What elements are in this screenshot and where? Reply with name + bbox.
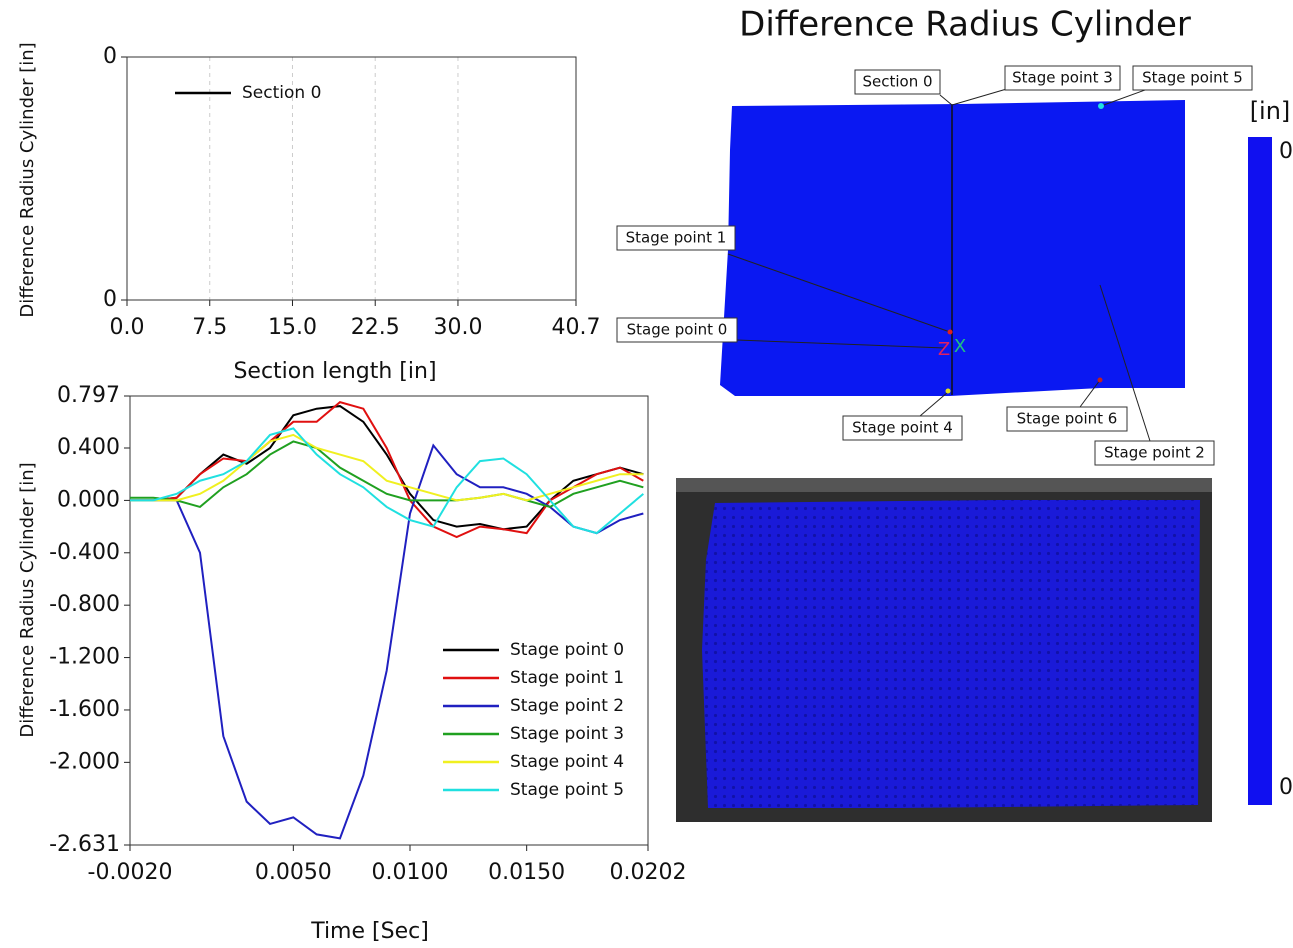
y-tick-label: -2.000 [49,749,120,774]
callout-label: Stage point 3 [1012,69,1113,87]
x-axis-title: Time [Sec] [310,919,429,944]
camera-header [676,478,1212,492]
legend-label: Stage point 2 [510,696,624,716]
point-marker [947,329,953,335]
callout-label: Stage point 6 [1017,410,1118,428]
y-tick-label: -0.800 [49,592,120,617]
overlay-texture [702,500,1200,808]
callout-box [1006,406,1128,432]
callout-box [616,225,736,251]
scale-label: 0 [1279,139,1293,164]
legend-label: Stage point 0 [510,640,624,660]
y-tick-label: 0.000 [57,487,120,512]
y-tick-label: 0.400 [57,435,120,460]
leaders [727,87,1151,442]
point-marker [1098,103,1104,109]
legend-label: Stage point 3 [510,724,624,744]
x-tick-label: 40.7 [552,315,601,340]
x-tick-label: 30.0 [433,315,482,340]
callout-box [1004,65,1121,91]
scale-unit: [in] [1250,97,1291,125]
series-line [130,433,644,502]
x-axis-title: Section length [in] [233,359,436,384]
y-axis-title: Difference Radius Cylinder [in] [17,462,38,737]
y-tick-label: -1.600 [49,697,120,722]
scale-label: 0 [1279,775,1293,800]
plot-frame [126,56,577,301]
y-tick-label: 0 [103,44,117,69]
x-tick-label: 15.0 [268,315,317,340]
y-tick-label: 0 [103,287,117,312]
point-marker [1097,377,1103,383]
callout-box [854,69,941,95]
callout-box [1132,65,1253,91]
y-tick-label: 0.797 [57,383,120,408]
legend-label: Section 0 [242,83,321,103]
callout-label: Stage point 1 [626,229,727,247]
x-tick-label: 0.0050 [255,860,332,885]
color-scale [1248,137,1272,805]
y-tick-label: -0.400 [49,540,120,565]
x-tick-label: -0.0020 [88,860,173,885]
point-marker [945,388,951,394]
callout-label: Stage point 0 [627,321,728,339]
x-tick-label: 22.5 [351,315,400,340]
view-title: Difference Radius Cylinder [739,5,1191,45]
callout-box [616,317,738,343]
series-line [130,405,644,531]
legend-label: Stage point 4 [510,752,624,772]
y-axis-title: Difference Radius Cylinder [in] [17,42,38,317]
x-tick-label: 7.5 [192,315,227,340]
callout-box [1094,440,1215,466]
x-tick-label: 0.0150 [488,860,565,885]
plot-frame [129,395,649,846]
callout-box [842,415,963,441]
callout-label: Section 0 [862,73,932,91]
series-line [130,440,644,509]
series-line [130,443,644,840]
callout-label: Stage point 5 [1142,69,1243,87]
x-tick-label: 0.0 [110,315,145,340]
series-line [130,401,644,539]
legend-label: Stage point 5 [510,780,624,800]
x-tick-label: 0.0100 [372,860,449,885]
callout-label: Stage point 2 [1104,444,1205,462]
series-line [130,427,644,535]
y-tick-label: -2.631 [49,832,120,857]
y-tick-label: -1.200 [49,645,120,670]
callout-label: Stage point 4 [852,419,953,437]
axis-letter: X [954,336,966,357]
legend-label: Stage point 1 [510,668,624,688]
x-tick-label: 0.0202 [610,860,687,885]
axis-letter: Z [938,339,950,360]
